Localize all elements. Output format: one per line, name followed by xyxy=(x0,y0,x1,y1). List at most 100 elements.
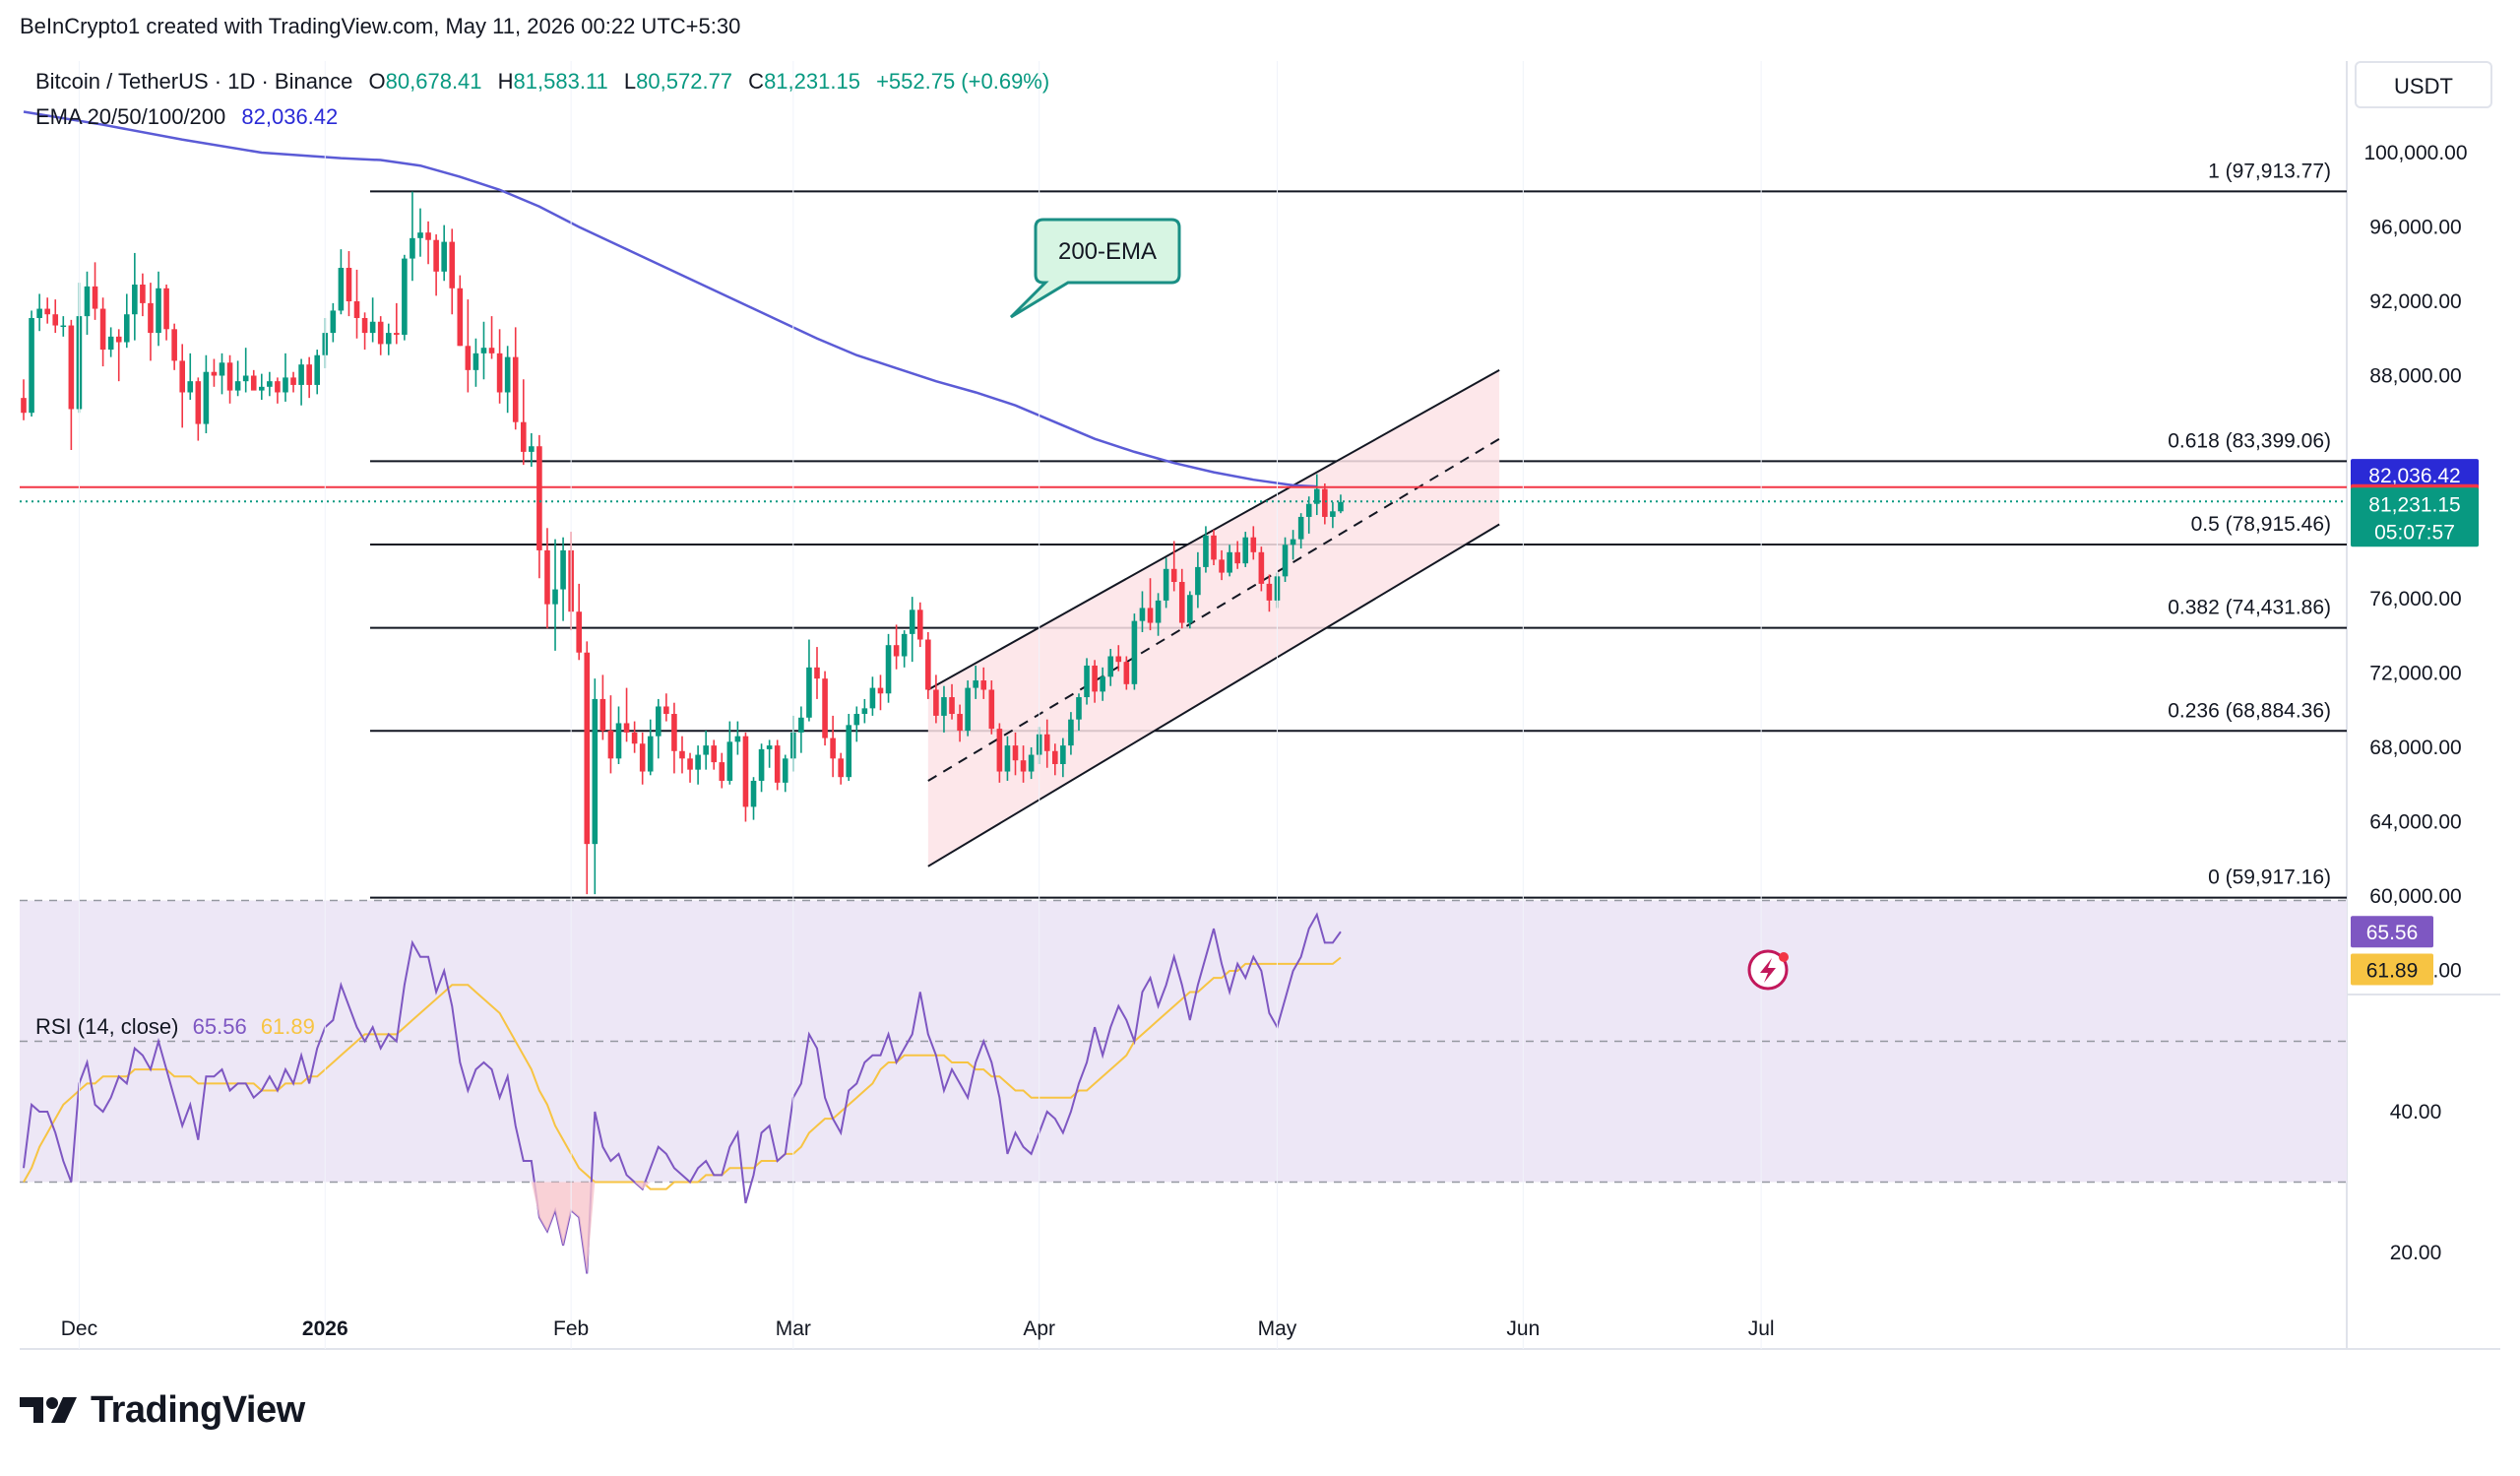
candle-body xyxy=(916,610,923,640)
candle-body xyxy=(338,268,345,311)
candle xyxy=(933,674,939,724)
time-axis[interactable]: Dec 2026 Feb Mar Apr May Jun Jul xyxy=(61,61,1775,1349)
price-axis-badges: 82,036.4282,000.0081,231.1505:07:5765.56… xyxy=(2351,459,2479,986)
candle xyxy=(394,302,400,345)
candle xyxy=(1282,537,1289,583)
rsi-ma-badge-text: 61.89 xyxy=(2366,959,2419,982)
candle-body xyxy=(1330,511,1336,517)
candle xyxy=(226,354,233,404)
candle xyxy=(1052,743,1058,776)
price-axis[interactable]: 100,000.00 96,000.00 92,000.00 88,000.00 76,… xyxy=(2363,142,2467,983)
candle xyxy=(290,371,296,393)
candle xyxy=(1211,530,1217,566)
candle xyxy=(1322,482,1328,525)
candle-body xyxy=(171,329,177,361)
credit-line: BeInCrypto1 created with TradingView.com… xyxy=(20,14,741,38)
candle-body xyxy=(592,698,598,845)
candle xyxy=(441,225,447,282)
candle-body xyxy=(703,745,709,755)
candle-body xyxy=(1178,582,1185,623)
candle-body xyxy=(52,314,59,326)
candle xyxy=(885,633,892,703)
price-badge-bg xyxy=(2351,487,2479,547)
candle xyxy=(893,624,900,670)
candle-body xyxy=(576,611,582,653)
candle xyxy=(99,297,106,367)
candle xyxy=(1234,541,1240,569)
time-axis-tick: 2026 xyxy=(302,1317,348,1340)
candle-body xyxy=(1004,745,1011,772)
candle xyxy=(623,687,630,742)
candle-body xyxy=(488,348,495,353)
candle-body xyxy=(1028,754,1035,772)
candle-body xyxy=(822,678,828,738)
change-value: +552.75 (+0.69%) xyxy=(876,69,1050,94)
fib-label: 0 (59,917.16) xyxy=(2208,866,2331,889)
candle-body xyxy=(1258,551,1265,584)
candle-body xyxy=(259,386,265,391)
candle-body xyxy=(267,381,273,387)
rsi-legend[interactable]: RSI (14, close) 65.56 61.89 xyxy=(35,1014,315,1040)
candle xyxy=(250,369,257,391)
candle-body xyxy=(496,353,503,393)
candle xyxy=(726,721,733,785)
candle-body xyxy=(1147,608,1154,623)
candle xyxy=(1060,738,1066,778)
lightning-icon[interactable] xyxy=(1747,949,1789,991)
candle-body xyxy=(1092,665,1098,692)
candle xyxy=(29,310,34,417)
candle-body xyxy=(84,286,91,317)
candle xyxy=(1100,667,1105,701)
candle xyxy=(163,285,169,341)
legend-ema[interactable]: EMA 20/50/100/200 82,036.42 xyxy=(35,104,338,130)
candle-body xyxy=(846,725,852,778)
candle-body xyxy=(1227,551,1232,573)
candle xyxy=(1250,526,1257,560)
candle-body xyxy=(695,754,701,770)
rsi-axis-tick: 20.00 xyxy=(2390,1242,2442,1264)
candle-body xyxy=(782,758,788,783)
candle xyxy=(298,358,304,406)
candle-body xyxy=(99,308,106,351)
candle xyxy=(639,732,646,785)
candle-body xyxy=(615,723,622,759)
close-value: 81,231.15 xyxy=(764,69,860,94)
candle xyxy=(560,537,566,621)
candle-body xyxy=(226,362,233,391)
candle-body xyxy=(1282,545,1289,577)
rsi-ma-value: 61.89 xyxy=(260,1014,315,1039)
candle-body xyxy=(1203,535,1209,567)
candle-body xyxy=(663,706,669,715)
candle xyxy=(631,721,638,753)
candle xyxy=(663,693,669,722)
candle xyxy=(1305,496,1312,534)
tradingview-logo[interactable]: TradingView xyxy=(20,1389,305,1431)
candle-body xyxy=(766,745,773,749)
candle-body xyxy=(1084,665,1090,698)
candle xyxy=(679,736,685,774)
candle-body xyxy=(1020,760,1027,772)
candle-body xyxy=(425,232,431,240)
high-label: H xyxy=(497,69,514,94)
ema-callout[interactable]: 200-EMA xyxy=(1009,218,1181,319)
callout-bubble xyxy=(1009,218,1181,319)
candle xyxy=(512,327,519,430)
candle-body xyxy=(909,610,915,634)
candle xyxy=(465,299,472,393)
fib-retracement: 1 (97,913.77) 0.618 (83,399.06) 0.5 (78,91… xyxy=(370,160,2347,899)
candle xyxy=(925,631,931,699)
candle xyxy=(1115,645,1122,672)
time-axis-tick: Feb xyxy=(553,1317,589,1340)
price-axis-tick: 68,000.00 xyxy=(2369,737,2461,759)
currency-button[interactable]: USDT xyxy=(2355,61,2492,108)
candle xyxy=(179,344,185,428)
candle xyxy=(1338,494,1344,514)
symbol-title[interactable]: Bitcoin / TetherUS · 1D · Binance xyxy=(35,69,353,94)
horizontal-level-82000[interactable] xyxy=(20,485,2347,503)
candle xyxy=(830,715,836,778)
candle-body xyxy=(1219,559,1225,573)
candle xyxy=(1123,656,1130,690)
candle xyxy=(822,671,828,746)
candle xyxy=(480,321,487,380)
